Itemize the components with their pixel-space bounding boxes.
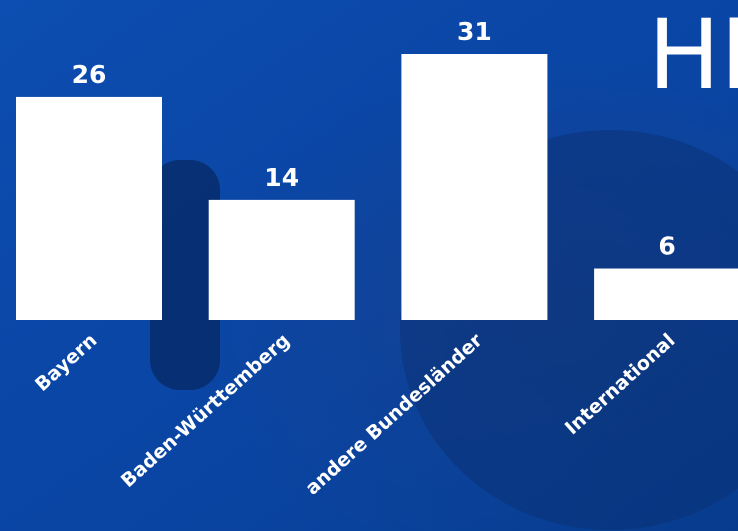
value-label: 14	[264, 163, 299, 192]
value-label: 31	[457, 17, 492, 46]
bar	[208, 199, 355, 320]
value-label: 6	[658, 232, 675, 261]
bar	[401, 54, 548, 321]
bar	[594, 268, 738, 320]
bar	[16, 96, 162, 320]
value-label: 26	[72, 60, 107, 89]
photo-shape	[150, 160, 220, 390]
chart-title: HE	[648, 0, 738, 111]
